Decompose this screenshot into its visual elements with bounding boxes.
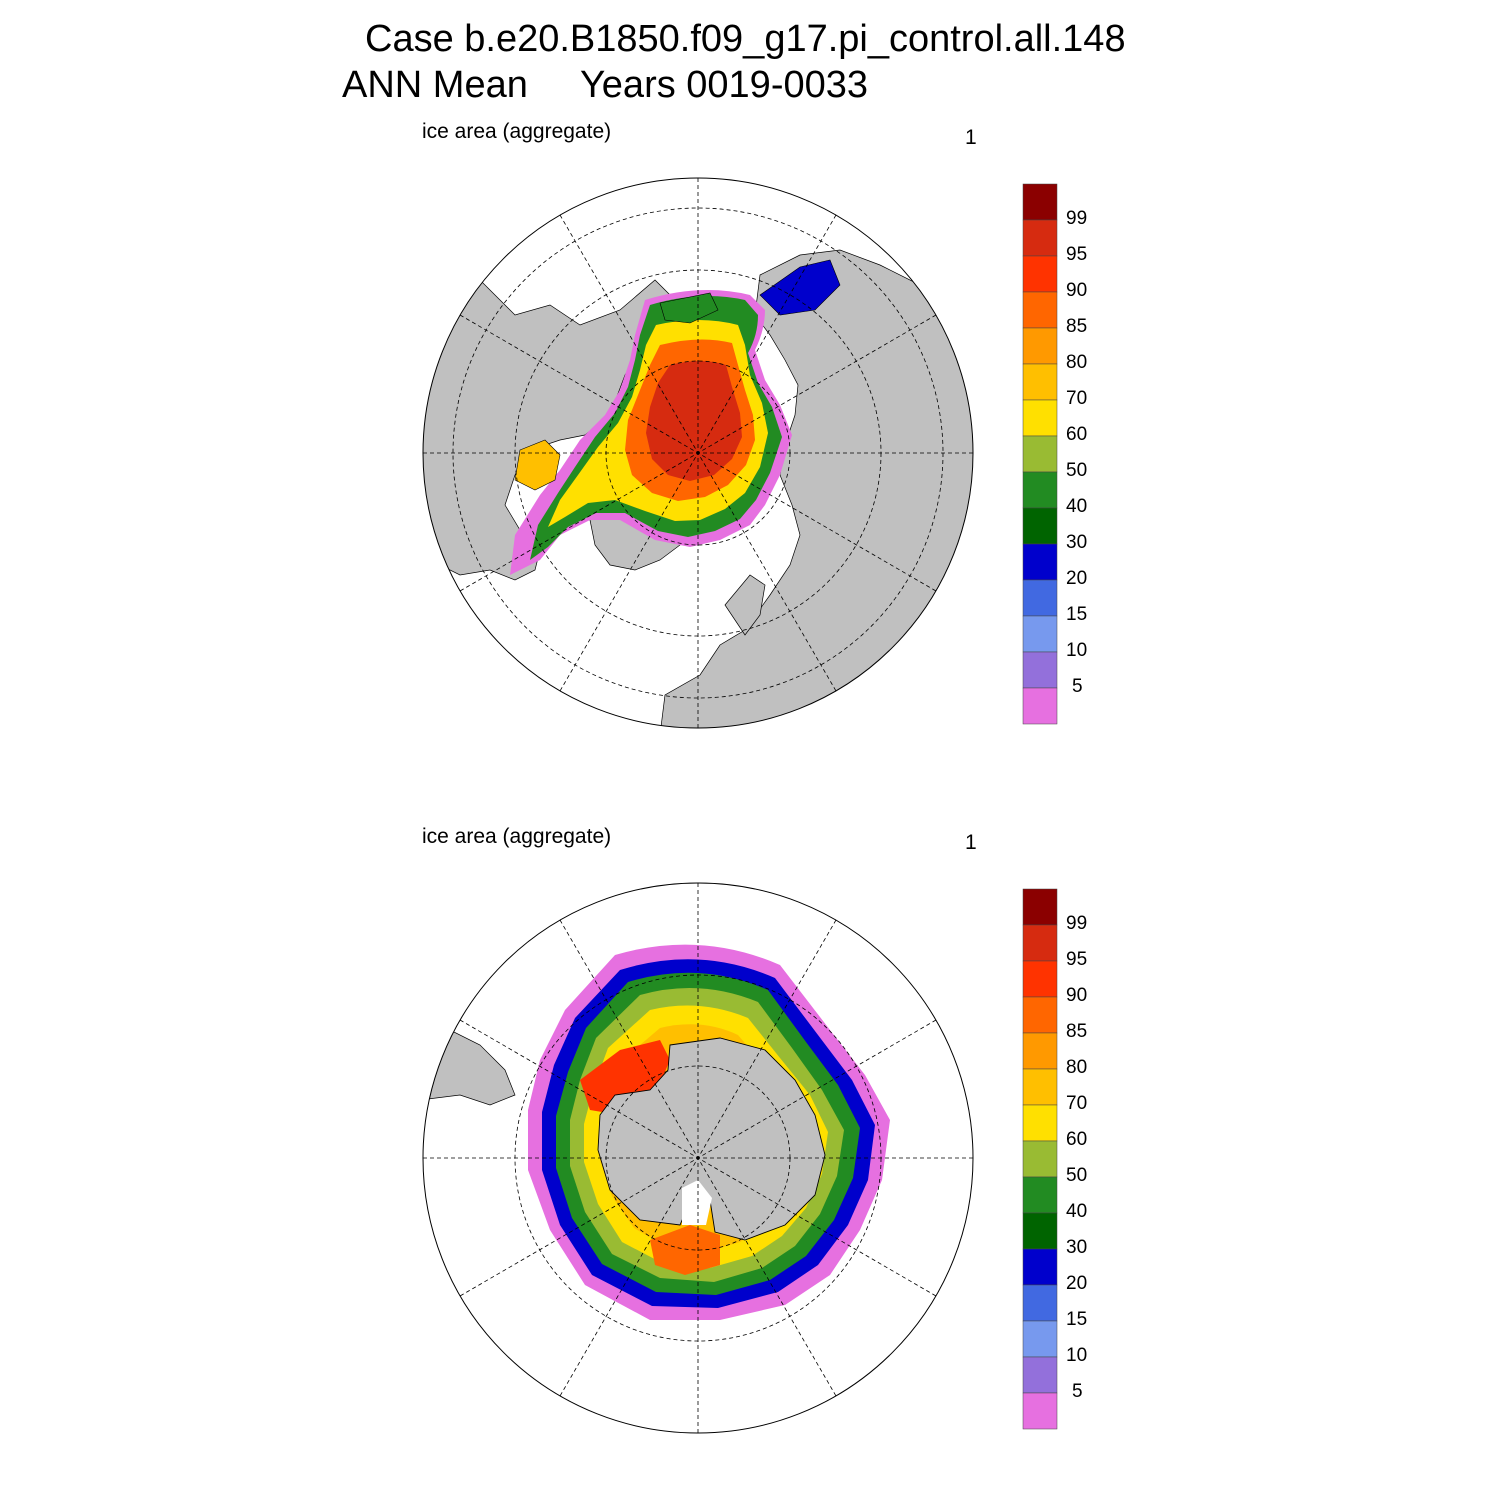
- nh-colorbar-label: 80: [1066, 352, 1088, 373]
- sh-colorbar-swatch: [1022, 960, 1058, 998]
- sh-colorbar-label: 60: [1066, 1129, 1088, 1150]
- sh-colorbar-swatch: [1022, 1140, 1058, 1178]
- sh-colorbar-swatch: [1022, 1356, 1058, 1394]
- nh-colorbar-swatch: [1022, 651, 1058, 689]
- nh-colorbar-swatch: [1022, 327, 1058, 365]
- sh-colorbar-label: 90: [1066, 985, 1088, 1006]
- nh-colorbar-label: 60: [1066, 424, 1088, 445]
- sh-panel-label: ice area (aggregate): [422, 825, 612, 848]
- nh-ice-band-95: [646, 361, 742, 481]
- nh-colorbar-label: 50: [1066, 460, 1088, 481]
- nh-ice-okhotsk: [759, 259, 841, 316]
- sh-colorbar-swatch: [1022, 1212, 1058, 1250]
- sh-polar-map: [422, 882, 974, 1434]
- nh-colorbar-swatch: [1022, 687, 1058, 725]
- sh-colorbar-swatch: [1022, 1284, 1058, 1322]
- nh-panel-units: 1: [965, 126, 977, 149]
- sh-colorbar-label: 70: [1066, 1093, 1088, 1114]
- nh-colorbar-swatch: [1022, 363, 1058, 401]
- nh-colorbar-swatch: [1022, 471, 1058, 509]
- sh-colorbar-label: 50: [1066, 1165, 1088, 1186]
- nh-colorbar-label: 95: [1066, 244, 1088, 265]
- nh-polar-map: [422, 177, 974, 729]
- nh-colorbar-swatch: [1022, 255, 1058, 293]
- nh-colorbar-swatch: [1022, 399, 1058, 437]
- sh-colorbar: [1022, 888, 1058, 1430]
- nh-colorbar-label: 70: [1066, 388, 1088, 409]
- nh-colorbar-swatch: [1022, 219, 1058, 257]
- nh-colorbar-label: 5: [1072, 676, 1083, 697]
- nh-colorbar-label: 10: [1066, 640, 1088, 661]
- nh-colorbar-swatch: [1022, 507, 1058, 545]
- nh-colorbar: [1022, 183, 1058, 725]
- sh-colorbar-label: 95: [1066, 949, 1088, 970]
- sh-colorbar-swatch: [1022, 1104, 1058, 1142]
- nh-colorbar-swatch: [1022, 435, 1058, 473]
- nh-colorbar-label: 15: [1066, 604, 1088, 625]
- sh-colorbar-label: 20: [1066, 1273, 1088, 1294]
- nh-colorbar-swatch: [1022, 615, 1058, 653]
- sh-colorbar-swatch: [1022, 1320, 1058, 1358]
- sh-colorbar-label: 5: [1072, 1381, 1083, 1402]
- sh-colorbar-swatch: [1022, 1248, 1058, 1286]
- sh-colorbar-label: 10: [1066, 1345, 1088, 1366]
- nh-colorbar-label: 99: [1066, 208, 1088, 229]
- nh-colorbar-swatch: [1022, 183, 1058, 221]
- sh-ice-ross: [650, 1225, 720, 1275]
- nh-land-scandinavia: [724, 574, 766, 636]
- nh-colorbar-swatch: [1022, 579, 1058, 617]
- nh-land-north-america: [423, 279, 671, 581]
- sh-colorbar-swatch: [1022, 996, 1058, 1034]
- nh-colorbar-swatch: [1022, 543, 1058, 581]
- nh-colorbar-label: 85: [1066, 316, 1088, 337]
- nh-colorbar-label: 20: [1066, 568, 1088, 589]
- sh-colorbar-label: 80: [1066, 1057, 1088, 1078]
- sh-colorbar-swatch: [1022, 1176, 1058, 1214]
- figure-title-period: ANN Mean Years 0019-0033: [342, 64, 869, 106]
- nh-colorbar-label: 90: [1066, 280, 1088, 301]
- sh-colorbar-label: 85: [1066, 1021, 1088, 1042]
- sh-colorbar-swatch: [1022, 1032, 1058, 1070]
- figure-title-case: Case b.e20.B1850.f09_g17.pi_control.all.…: [365, 18, 1126, 60]
- nh-panel-label: ice area (aggregate): [422, 120, 612, 143]
- sh-colorbar-swatch: [1022, 888, 1058, 926]
- sh-colorbar-label: 40: [1066, 1201, 1088, 1222]
- sh-colorbar-swatch: [1022, 1392, 1058, 1430]
- nh-colorbar-swatch: [1022, 291, 1058, 329]
- sh-colorbar-swatch: [1022, 1068, 1058, 1106]
- sh-colorbar-label: 99: [1066, 913, 1088, 934]
- sh-colorbar-label: 30: [1066, 1237, 1088, 1258]
- nh-colorbar-label: 30: [1066, 532, 1088, 553]
- nh-colorbar-label: 40: [1066, 496, 1088, 517]
- sh-colorbar-swatch: [1022, 924, 1058, 962]
- sh-ross-ice-shelf: [682, 1180, 712, 1225]
- sh-panel-units: 1: [965, 831, 977, 854]
- nh-ice-bering: [659, 292, 719, 324]
- sh-colorbar-label: 15: [1066, 1309, 1088, 1330]
- nh-ice-hudson-bay: [514, 439, 561, 491]
